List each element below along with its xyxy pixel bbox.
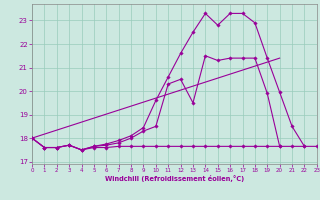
X-axis label: Windchill (Refroidissement éolien,°C): Windchill (Refroidissement éolien,°C) [105, 175, 244, 182]
